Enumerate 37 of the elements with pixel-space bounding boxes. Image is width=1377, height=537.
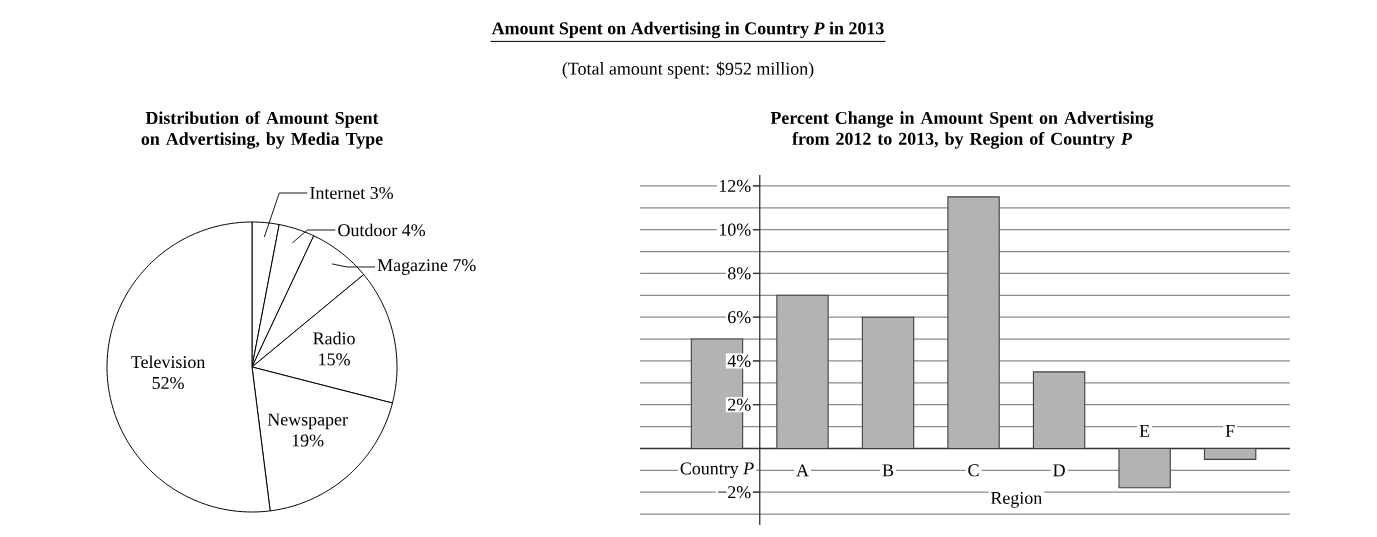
slice-label: Television [131, 355, 206, 369]
x-axis-title: Region [990, 491, 1042, 508]
y-tick-label: 2% [728, 398, 751, 411]
x-tick-label: E [1139, 425, 1150, 437]
text: (Total amount spent: $952 million) [562, 61, 814, 79]
slice-label: Newspaper [267, 413, 348, 430]
y-tick-label: 12% [719, 179, 751, 193]
y-tick-label: −2% [718, 486, 751, 499]
data-label: 15% [319, 353, 350, 366]
y-tick-label: 8% [727, 267, 751, 280]
text: Amount Spent on Advertising in Country P in 2013 [491, 21, 884, 39]
x-tick-label: Country P [680, 462, 754, 479]
bar [1118, 447, 1171, 489]
bar [776, 294, 829, 449]
slice-label: Internet [310, 187, 366, 200]
data-label: 19% [292, 434, 324, 447]
data-label: 3% [370, 186, 394, 200]
x-tick-label: A [796, 464, 809, 477]
y-tick-label: 4% [727, 354, 751, 368]
slice-label: Radio [313, 331, 355, 345]
chart-title: Percent Change in Amount Spent on Advertising from 2012 to 2013, by Region of Country P [770, 111, 1154, 149]
x-tick-label: B [882, 464, 894, 477]
data-label: 4% [402, 224, 426, 237]
bar [1203, 447, 1257, 460]
x-tick-label: D [1053, 464, 1065, 477]
slice-label: Magazine [377, 259, 448, 275]
slice-label: Outdoor [338, 223, 398, 237]
x-tick-label: C [968, 464, 979, 477]
y-tick-label: 6% [728, 311, 751, 324]
chart-title: Distribution of Amount Spent on Advertising, by Media Type [141, 111, 383, 149]
data-label: 7% [453, 259, 476, 272]
bar [1032, 371, 1086, 449]
bar [861, 316, 915, 449]
x-tick-label: F [1225, 425, 1235, 437]
y-tick-label: 10% [719, 223, 751, 236]
bar [947, 196, 1000, 449]
data-label: 52% [152, 376, 184, 390]
